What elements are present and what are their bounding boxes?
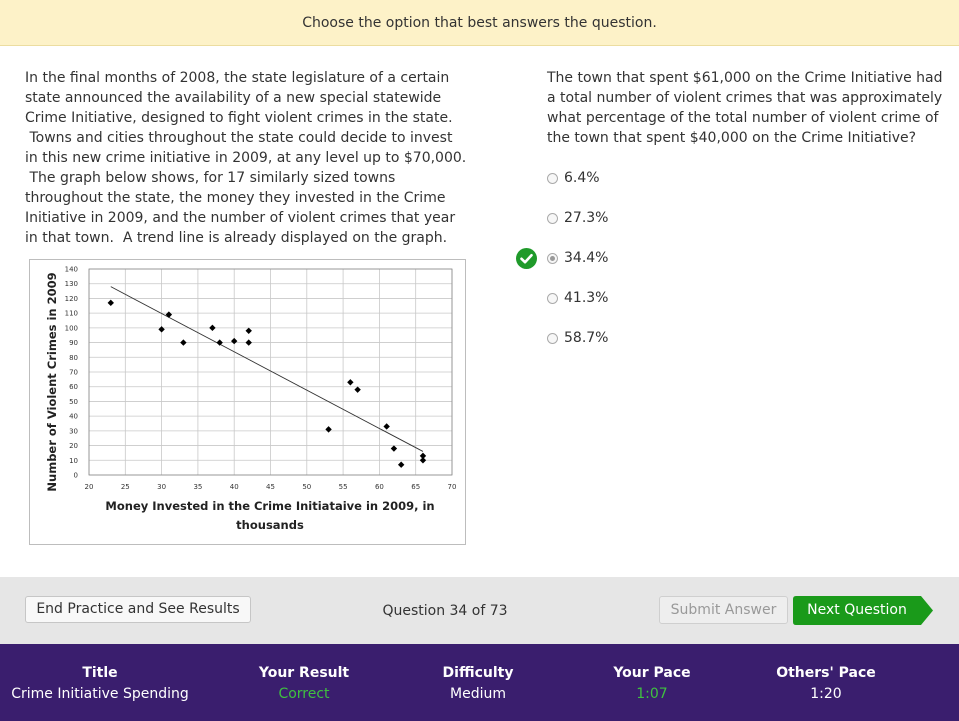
option-label: 41.3% xyxy=(564,290,609,306)
radio-button[interactable] xyxy=(547,172,558,184)
option-label: 6.4% xyxy=(564,170,600,186)
status-others-value: 1:20 xyxy=(810,686,842,702)
data-point xyxy=(231,337,238,345)
correct-check-icon xyxy=(516,248,537,269)
x-tick-label: 30 xyxy=(157,483,166,491)
status-result: Your Result Correct xyxy=(214,664,394,704)
y-axis-label: Number of Violent Crimes in 2009 xyxy=(45,272,59,491)
question-counter: Question 34 of 73 xyxy=(382,603,508,619)
data-point xyxy=(383,423,390,430)
trend-line xyxy=(110,286,424,452)
x-tick-label: 60 xyxy=(375,483,384,491)
status-bar xyxy=(0,644,959,721)
status-pace-value: 1:07 xyxy=(636,686,668,702)
end-practice-button[interactable]: End Practice and See Results xyxy=(25,596,251,623)
data-point xyxy=(245,339,252,346)
answer-option-e[interactable]: 58.7% xyxy=(547,328,608,348)
x-tick-label: 65 xyxy=(411,483,420,491)
y-tick-label: 50 xyxy=(69,398,78,406)
scatter-chart: 0 10 20 30 40 50 60 70 80 90 100 110 120 130 140 20 25 30… xyxy=(29,259,466,545)
status-your-pace: Your Pace 1:07 xyxy=(562,664,742,704)
y-tick-label: 40 xyxy=(69,413,78,421)
x-axis-label: thousands xyxy=(236,518,304,532)
data-point xyxy=(245,327,252,334)
x-tick-label: 35 xyxy=(193,483,202,491)
status-difficulty-value: Medium xyxy=(450,686,506,702)
answer-option-b[interactable]: 27.3% xyxy=(547,208,608,228)
option-label: 34.4% xyxy=(564,250,609,266)
status-difficulty-label: Difficulty xyxy=(442,665,514,681)
data-point xyxy=(158,326,165,333)
next-question-button[interactable] xyxy=(793,596,934,625)
question-passage: In the final months of 2008, the state l… xyxy=(25,70,467,246)
status-result-label: Your Result xyxy=(258,665,350,681)
y-tick-label: 0 xyxy=(74,472,78,480)
data-point xyxy=(347,379,354,386)
instruction-text: Choose the option that best answers the … xyxy=(302,15,657,31)
status-title: Title Crime Initiative Spending xyxy=(10,664,190,704)
chart-svg: 0 10 20 30 40 50 60 70 80 90 100 110 120 130 140 20 25 30… xyxy=(45,266,457,533)
data-point xyxy=(419,457,427,464)
data-point xyxy=(354,386,361,393)
y-tick-label: 140 xyxy=(65,266,78,274)
y-tick-label: 80 xyxy=(69,354,78,362)
data-point xyxy=(209,324,216,332)
data-point xyxy=(325,426,332,433)
status-pace-label: Your Pace xyxy=(613,665,691,681)
data-point xyxy=(390,445,398,452)
data-point xyxy=(165,311,173,318)
plot-frame xyxy=(88,268,453,476)
y-tick-label: 110 xyxy=(65,310,78,318)
data-point xyxy=(216,339,223,346)
radio-button[interactable] xyxy=(547,292,558,304)
status-result-value: Correct xyxy=(278,686,330,702)
answer-option-a[interactable]: 6.4% xyxy=(547,168,600,188)
x-tick-label: 20 xyxy=(85,483,94,491)
option-label: 27.3% xyxy=(564,210,609,226)
y-tick-label: 130 xyxy=(65,280,78,288)
radio-button[interactable] xyxy=(547,332,558,344)
answer-option-d[interactable]: 41.3% xyxy=(547,288,608,308)
status-difficulty: Difficulty Medium xyxy=(388,664,568,704)
x-tick-label: 55 xyxy=(339,483,348,491)
status-title-label: Title xyxy=(82,665,118,681)
y-tick-label: 60 xyxy=(69,383,78,391)
y-tick-label: 100 xyxy=(65,324,78,332)
x-tick-label: 45 xyxy=(266,483,275,491)
option-label: 58.7% xyxy=(564,330,609,346)
status-others-pace: Others' Pace 1:20 xyxy=(736,664,916,704)
y-tick-label: 70 xyxy=(69,369,78,377)
y-tick-label: 20 xyxy=(69,442,78,450)
x-tick-label: 25 xyxy=(121,483,130,491)
answer-option-c[interactable]: 34.4% xyxy=(547,248,608,268)
x-tick-label: 70 xyxy=(448,483,457,491)
x-tick-label: 40 xyxy=(230,483,239,491)
y-tick-label: 30 xyxy=(69,427,78,435)
y-tick-label: 120 xyxy=(65,295,78,303)
submit-answer-button[interactable]: Submit Answer xyxy=(659,596,788,624)
radio-button-selected[interactable] xyxy=(547,252,558,264)
question-stem: The town that spent $61,000 on the Crime… xyxy=(547,70,943,146)
radio-button[interactable] xyxy=(547,212,558,224)
y-tick-label: 10 xyxy=(69,457,78,465)
x-tick-label: 50 xyxy=(302,483,311,491)
status-title-value: Crime Initiative Spending xyxy=(11,686,189,702)
data-point xyxy=(107,299,114,307)
y-tick-label: 90 xyxy=(69,339,78,347)
instruction-banner: Choose the option that best answers the … xyxy=(0,0,959,46)
data-point xyxy=(397,461,405,468)
x-axis-label: Money Invested in the Crime Initiataive … xyxy=(105,499,434,513)
status-others-label: Others' Pace xyxy=(776,665,876,681)
data-point xyxy=(180,339,187,346)
